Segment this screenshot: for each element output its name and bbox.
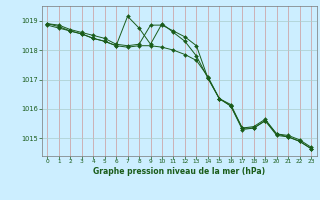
X-axis label: Graphe pression niveau de la mer (hPa): Graphe pression niveau de la mer (hPa) — [93, 167, 265, 176]
